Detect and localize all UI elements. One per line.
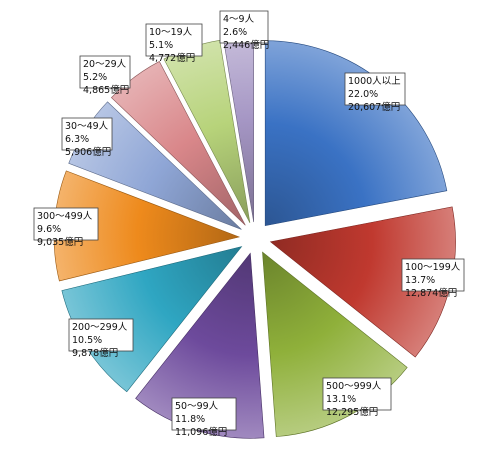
slice-label-box bbox=[322, 377, 392, 411]
pie-labels: 1000人以上 22.0%20,607億円 100～199人 13.7%12,874億… bbox=[33, 10, 465, 438]
slice-label: 500～999人 13.1%12,295億円 bbox=[322, 377, 392, 418]
slice-amount-label: 5,906億円 bbox=[65, 146, 111, 158]
slice-amount-label: 12,874億円 bbox=[405, 287, 457, 299]
slice-label: 300～499人 9.6%9,035億円 bbox=[33, 207, 99, 248]
slice-label-box bbox=[68, 318, 134, 352]
slice-amount-label: 4,772億円 bbox=[149, 52, 195, 64]
slice-label-box bbox=[145, 23, 203, 57]
slice-amount-label: 12,295億円 bbox=[326, 406, 378, 418]
slice-percent-label: 13.1% bbox=[326, 394, 356, 405]
slice-amount-label: 9,035億円 bbox=[37, 236, 83, 248]
slice-label-box bbox=[61, 117, 113, 151]
slice-label-box bbox=[79, 55, 131, 89]
slice-label: 4～9人 2.6%2,446億円 bbox=[219, 10, 269, 51]
slice-amount-label: 9,878億円 bbox=[72, 347, 118, 359]
slice-category-label: 100～199人 bbox=[405, 262, 461, 273]
pie-slice bbox=[264, 40, 448, 227]
slice-category-label: 4～9人 bbox=[223, 14, 255, 25]
slice-amount-label: 2,446億円 bbox=[223, 39, 269, 51]
slice-category-label: 30～49人 bbox=[65, 121, 109, 132]
pie-slice bbox=[110, 61, 246, 226]
slice-percent-label: 9.6% bbox=[37, 224, 61, 235]
slice-percent-label: 10.5% bbox=[72, 335, 102, 346]
slice-category-label: 20～29人 bbox=[83, 59, 127, 70]
slice-label-box bbox=[171, 397, 237, 431]
slice-category-label: 500～999人 bbox=[326, 381, 382, 392]
slice-label-box bbox=[219, 10, 269, 44]
slice-label: 20～29人 5.2%4,865億円 bbox=[79, 55, 131, 96]
slice-label-box bbox=[401, 258, 465, 292]
slice-percent-label: 6.3% bbox=[65, 134, 89, 145]
slice-percent-label: 13.7% bbox=[405, 275, 435, 286]
slice-percent-label: 5.1% bbox=[149, 40, 173, 51]
slice-label: 10～19人 5.1%4,772億円 bbox=[145, 23, 203, 64]
slice-percent-label: 5.2% bbox=[83, 72, 107, 83]
pie-slices bbox=[53, 36, 456, 439]
slice-category-label: 1000人以上 bbox=[348, 76, 401, 87]
slice-percent-label: 22.0% bbox=[348, 89, 378, 100]
slice-label: 30～49人 6.3%5,906億円 bbox=[61, 117, 113, 158]
slice-label-box bbox=[344, 72, 406, 106]
slice-category-label: 300～499人 bbox=[37, 211, 93, 222]
slice-amount-label: 4,865億円 bbox=[83, 84, 129, 96]
slice-label: 1000人以上 22.0%20,607億円 bbox=[344, 72, 406, 113]
slice-label: 200～299人 10.5%9,878億円 bbox=[68, 318, 134, 359]
slice-percent-label: 11.8% bbox=[175, 414, 205, 425]
slice-amount-label: 11,096億円 bbox=[175, 426, 227, 438]
slice-label: 50～99人 11.8%11,096億円 bbox=[171, 397, 237, 438]
slice-label: 100～199人 13.7%12,874億円 bbox=[401, 258, 465, 299]
slice-category-label: 200～299人 bbox=[72, 322, 128, 333]
slice-category-label: 50～99人 bbox=[175, 401, 219, 412]
slice-percent-label: 2.6% bbox=[223, 27, 247, 38]
slice-category-label: 10～19人 bbox=[149, 27, 193, 38]
slice-amount-label: 20,607億円 bbox=[348, 101, 400, 113]
slice-label-box bbox=[33, 207, 99, 241]
